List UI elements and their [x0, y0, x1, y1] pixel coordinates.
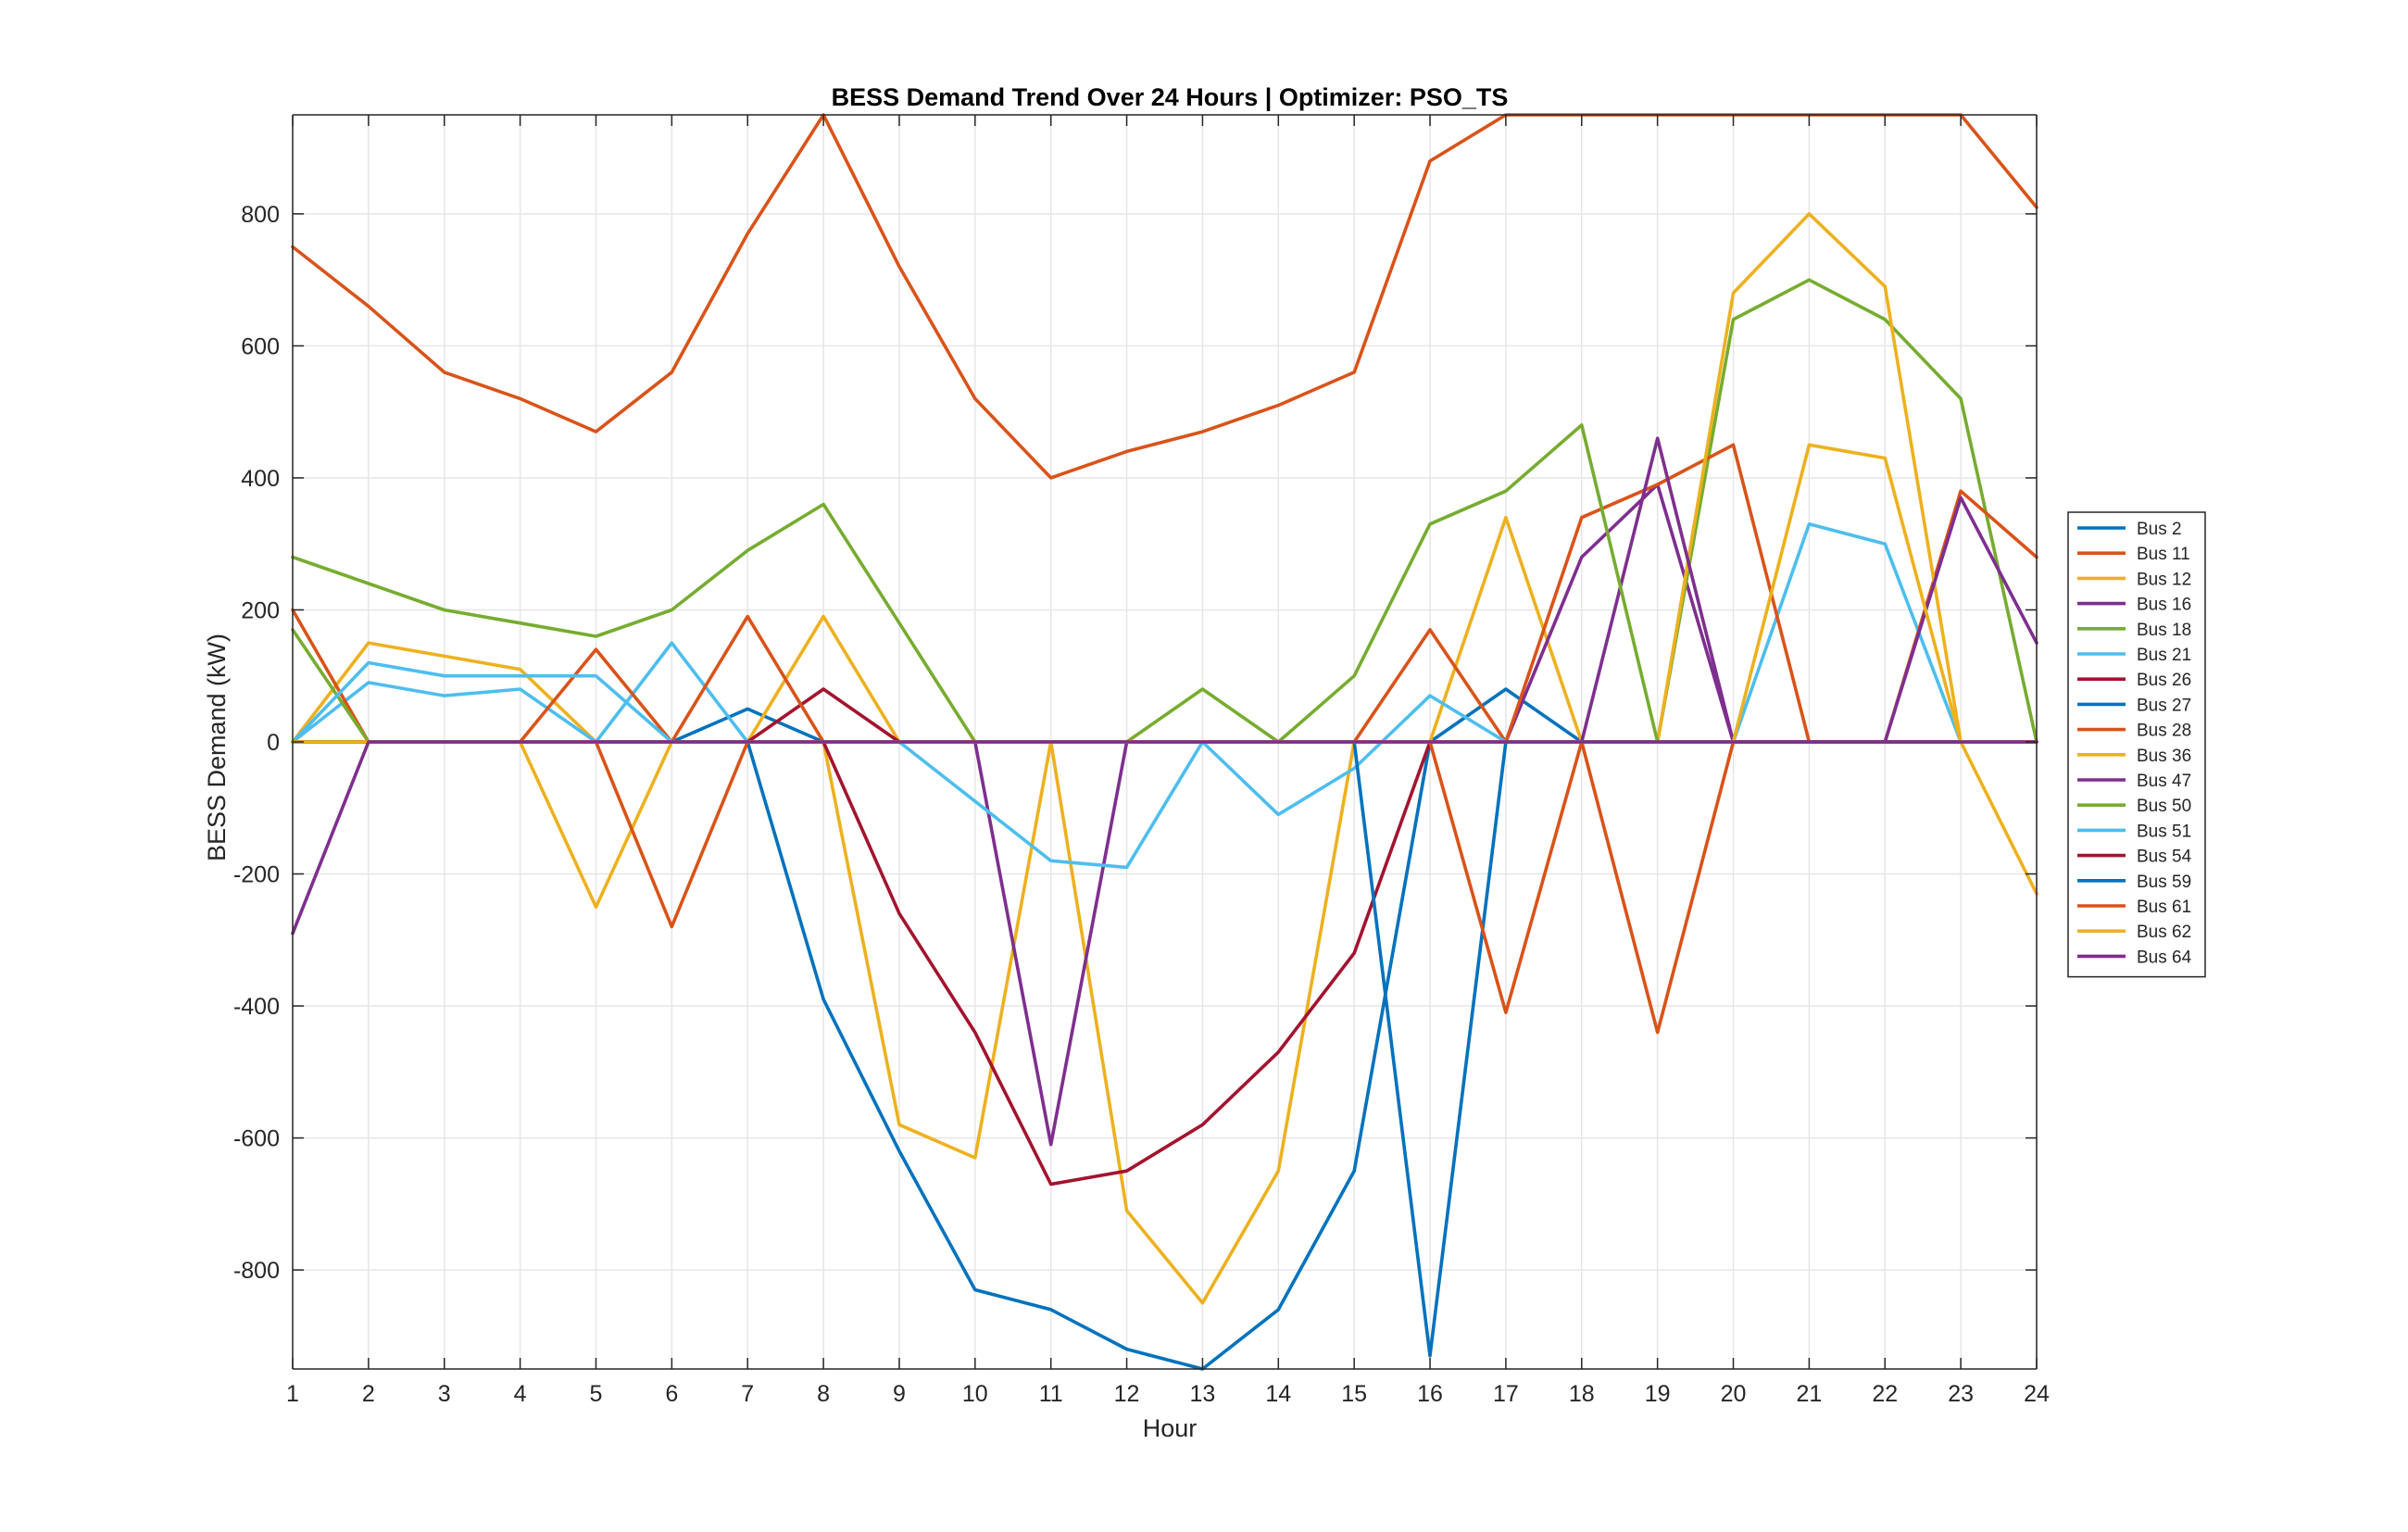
series-line-bus-18 [291, 278, 2038, 744]
y-tick-label: -400 [233, 994, 280, 1020]
y-tick-label: -600 [233, 1126, 280, 1152]
x-tick-label: 18 [1569, 1381, 1595, 1407]
series-line-bus-21 [291, 521, 2038, 744]
legend-label-bus-61: Bus 61 [2137, 898, 2191, 917]
x-tick-label: 2 [362, 1381, 375, 1407]
x-tick-label: 17 [1493, 1381, 1519, 1407]
legend-label-bus-64: Bus 64 [2137, 948, 2192, 967]
legend-label-bus-62: Bus 62 [2137, 923, 2191, 942]
x-tick-label: 14 [1265, 1381, 1291, 1407]
x-tick-label: 13 [1190, 1381, 1216, 1407]
legend-label-bus-47: Bus 47 [2137, 772, 2191, 791]
x-tick-label: 7 [741, 1381, 754, 1407]
series-lines [291, 113, 2038, 1371]
legend-label-bus-54: Bus 54 [2137, 848, 2192, 867]
legend-label-bus-11: Bus 11 [2137, 545, 2190, 564]
x-tick-label: 15 [1341, 1381, 1367, 1407]
x-tick-label: 6 [665, 1381, 678, 1407]
y-tick-label: 0 [267, 730, 280, 756]
y-tick-label: -800 [233, 1258, 280, 1284]
y-tick-label: 600 [241, 333, 280, 359]
legend-box [2067, 511, 2206, 978]
x-tick-label: 23 [1948, 1381, 1974, 1407]
legend-label-bus-12: Bus 12 [2137, 570, 2191, 589]
legend-label-bus-2: Bus 2 [2137, 520, 2182, 539]
legend-label-bus-36: Bus 36 [2137, 747, 2191, 766]
legend-label-bus-16: Bus 16 [2137, 596, 2191, 615]
x-tick-label: 9 [893, 1381, 906, 1407]
series-line-bus-47 [291, 436, 2038, 1147]
series-line-bus-28 [291, 443, 2038, 744]
y-tick-label: 400 [241, 466, 280, 492]
series-line-bus-62 [291, 443, 2038, 744]
legend-label-bus-51: Bus 51 [2137, 822, 2191, 841]
series-line-bus-64 [291, 740, 2038, 936]
series-line-bus-59 [291, 740, 2038, 1358]
series-line-bus-51 [291, 660, 2038, 870]
x-tick-label: 19 [1645, 1381, 1671, 1407]
x-tick-label: 20 [1721, 1381, 1747, 1407]
x-tick-label: 16 [1417, 1381, 1443, 1407]
legend-label-bus-59: Bus 59 [2137, 873, 2191, 892]
x-tick-label: 1 [286, 1381, 299, 1407]
x-tick-label: 10 [962, 1381, 988, 1407]
series-line-bus-27 [291, 740, 2038, 1371]
x-tick-label: 8 [817, 1381, 830, 1407]
x-tick-label: 11 [1039, 1381, 1063, 1407]
x-tick-label: 5 [590, 1381, 603, 1407]
x-tick-label: 3 [438, 1381, 451, 1407]
legend-label-bus-28: Bus 28 [2137, 722, 2191, 741]
legend-label-bus-27: Bus 27 [2137, 696, 2191, 715]
chart-title: BESS Demand Trend Over 24 Hours | Optimi… [832, 83, 1509, 111]
legend-label-bus-50: Bus 50 [2137, 797, 2191, 816]
x-tick-label: 22 [1872, 1381, 1898, 1407]
x-tick-label: 12 [1114, 1381, 1140, 1407]
y-tick-label: 800 [241, 202, 280, 228]
x-tick-label: 24 [2024, 1381, 2050, 1407]
y-tick-label: 200 [241, 597, 280, 623]
legend-label-bus-26: Bus 26 [2137, 671, 2191, 690]
series-line-bus-54 [291, 740, 2038, 1187]
series-line-bus-61 [291, 740, 2038, 1035]
x-axis-label: Hour [1143, 1414, 1198, 1442]
legend-label-bus-18: Bus 18 [2137, 621, 2191, 640]
y-tick-label: -200 [233, 862, 280, 888]
x-tick-label: 21 [1796, 1381, 1822, 1407]
series-line-bus-36 [291, 212, 2038, 1305]
axes [292, 114, 2038, 1370]
tick-labels: 1 2 3 4 5 6 7 8 9 10 11 12 13 14 15 16 17 18 19 20 21 22 23 24-… [233, 202, 2050, 1407]
legend-label-bus-21: Bus 21 [2137, 646, 2191, 665]
y-axis-label: BESS Demand (kW) [203, 634, 231, 861]
x-tick-label: 4 [514, 1381, 527, 1407]
legend: Bus 2 Bus 11 Bus 12 Bus 16 Bus 18 Bus 21 Bus 2… [2067, 511, 2206, 978]
